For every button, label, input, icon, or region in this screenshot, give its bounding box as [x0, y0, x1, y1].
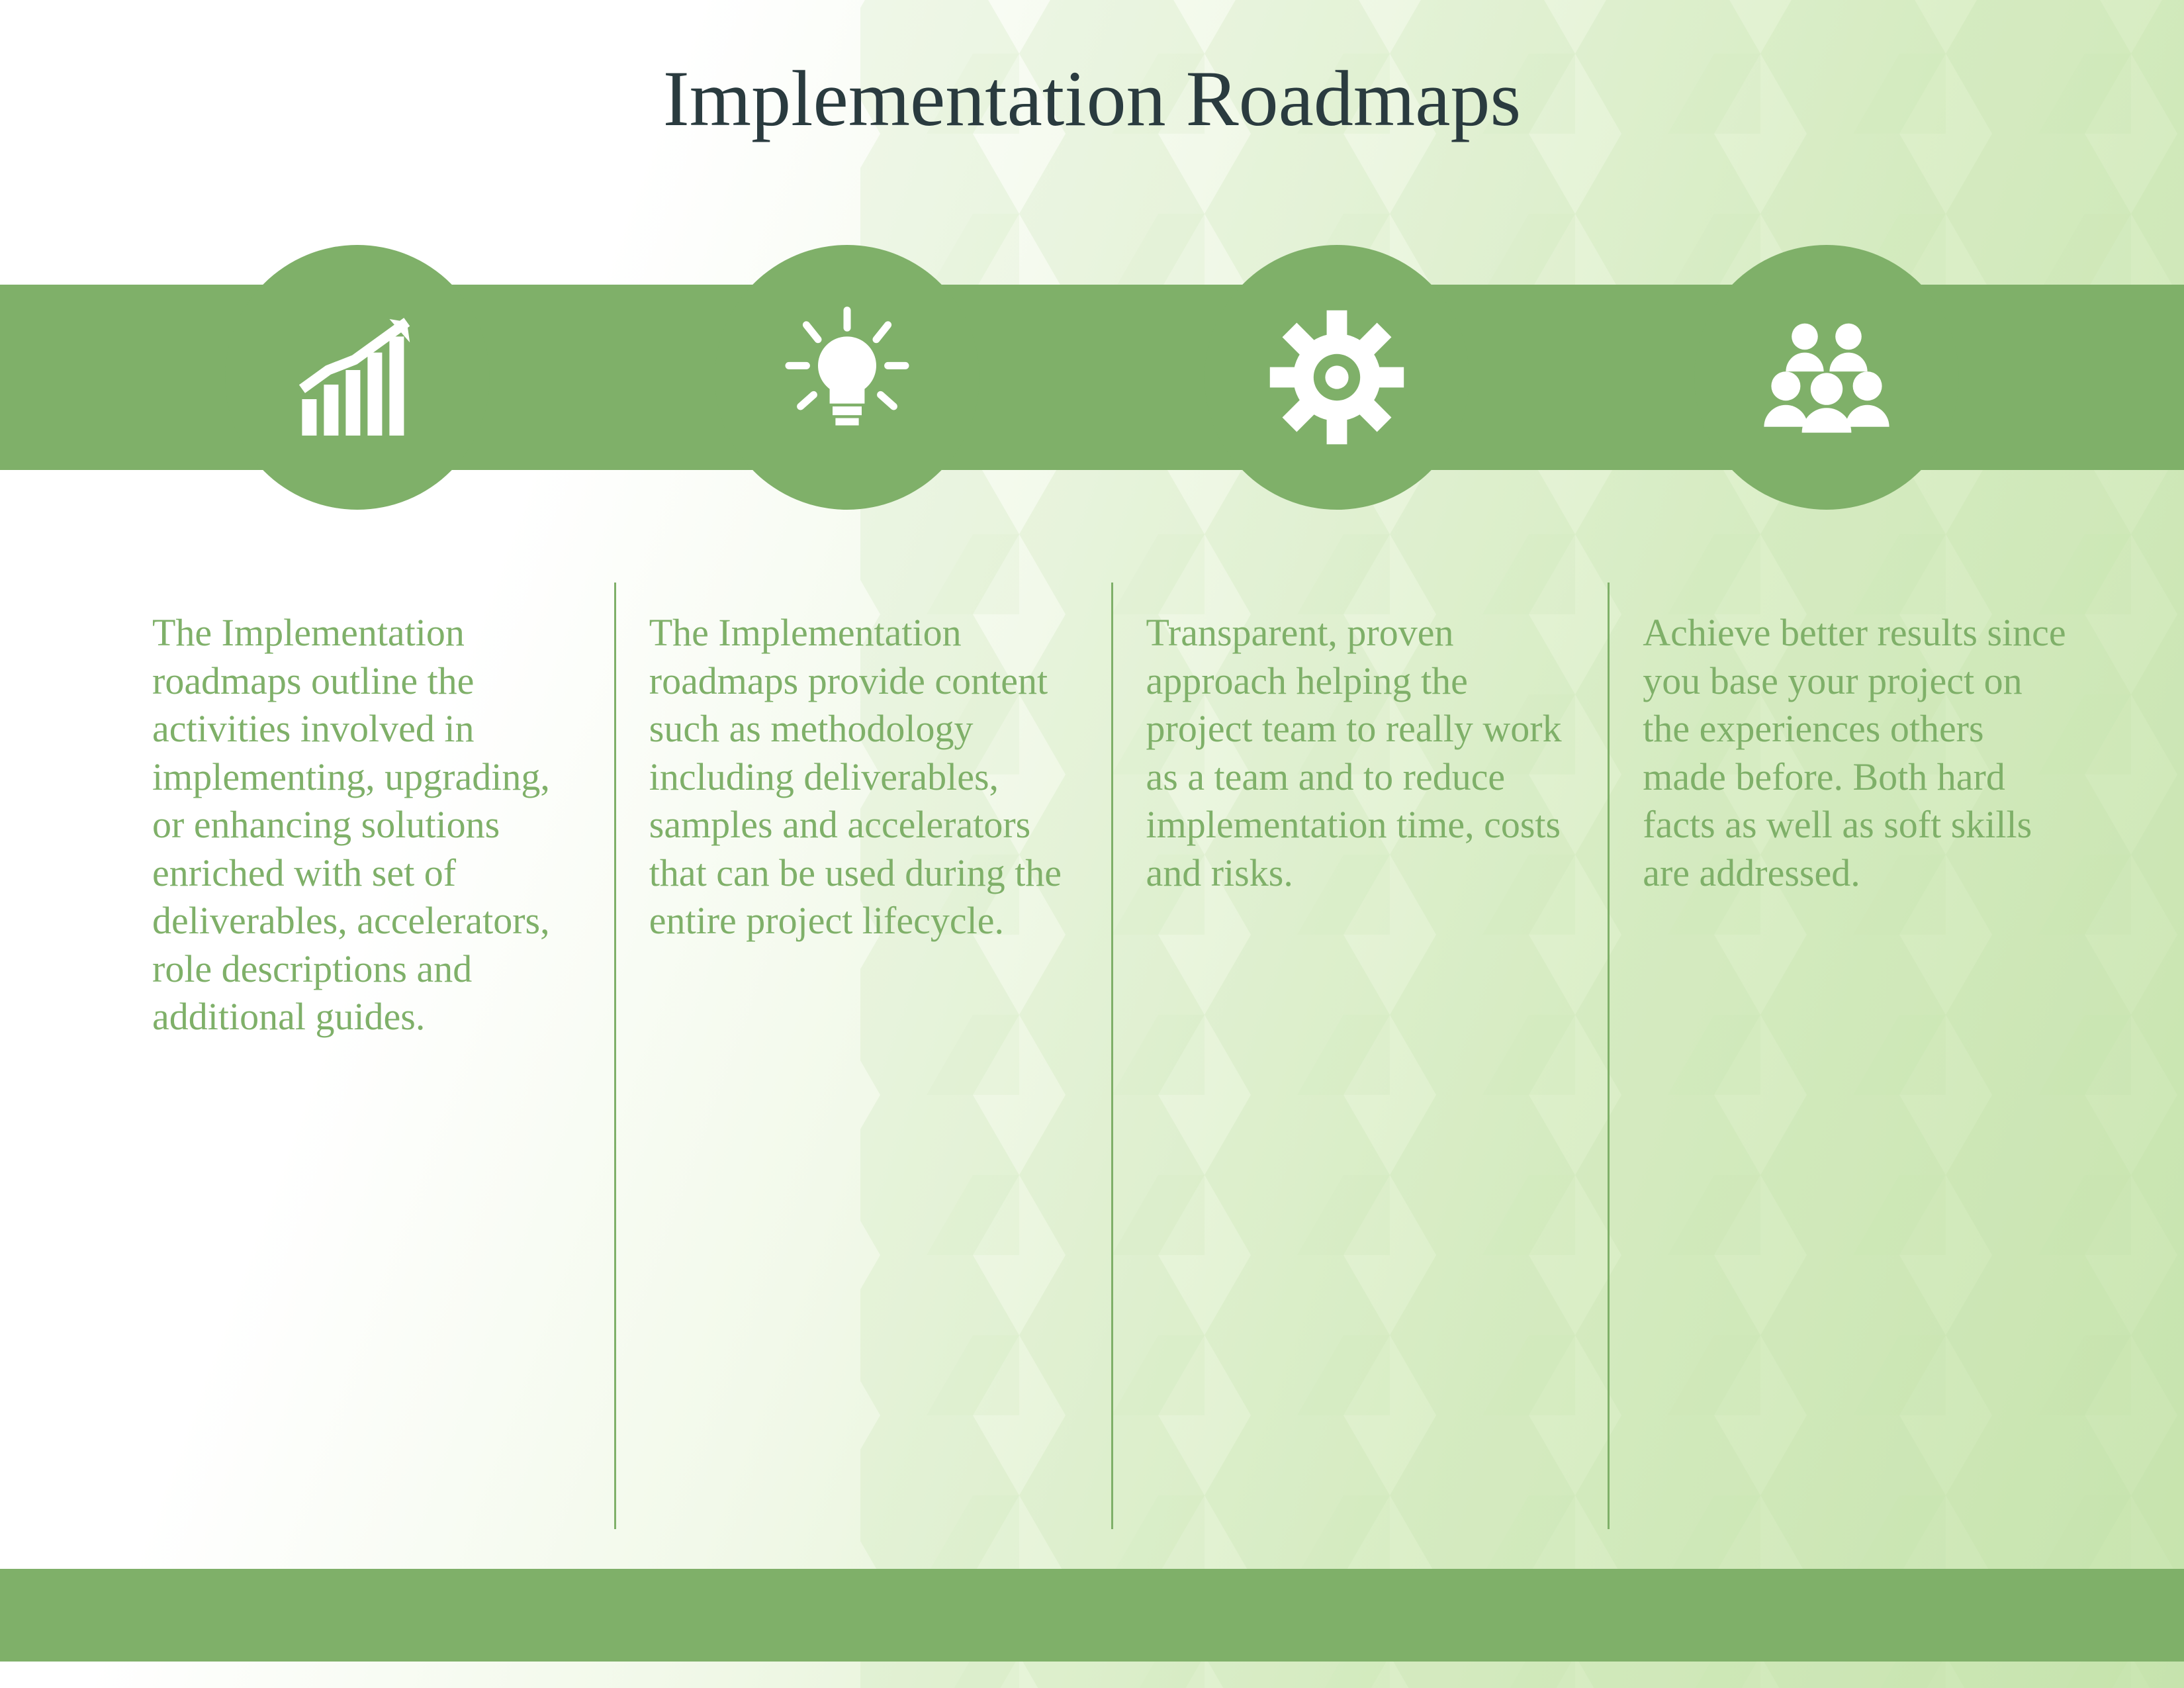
lightbulb-icon [774, 305, 920, 450]
column-3: Transparent, proven approach helping the… [1113, 583, 1610, 1529]
column-4: Achieve better results since you base yo… [1610, 583, 2105, 1529]
footer-bar [0, 1569, 2184, 1662]
column-1: The Implementation roadmaps outline the … [119, 583, 616, 1529]
gear-icon [1264, 305, 1410, 450]
icon-row [0, 238, 2184, 516]
growth-chart-icon [285, 305, 430, 450]
column-2: The Implementation roadmaps provide cont… [616, 583, 1113, 1529]
circle-growth [225, 245, 490, 510]
page-title: Implementation Roadmaps [0, 53, 2184, 144]
people-group-icon [1754, 305, 1899, 450]
circle-lightbulb [715, 245, 979, 510]
text-columns: The Implementation roadmaps outline the … [119, 583, 2105, 1529]
circle-gear [1205, 245, 1469, 510]
circle-people [1694, 245, 1959, 510]
